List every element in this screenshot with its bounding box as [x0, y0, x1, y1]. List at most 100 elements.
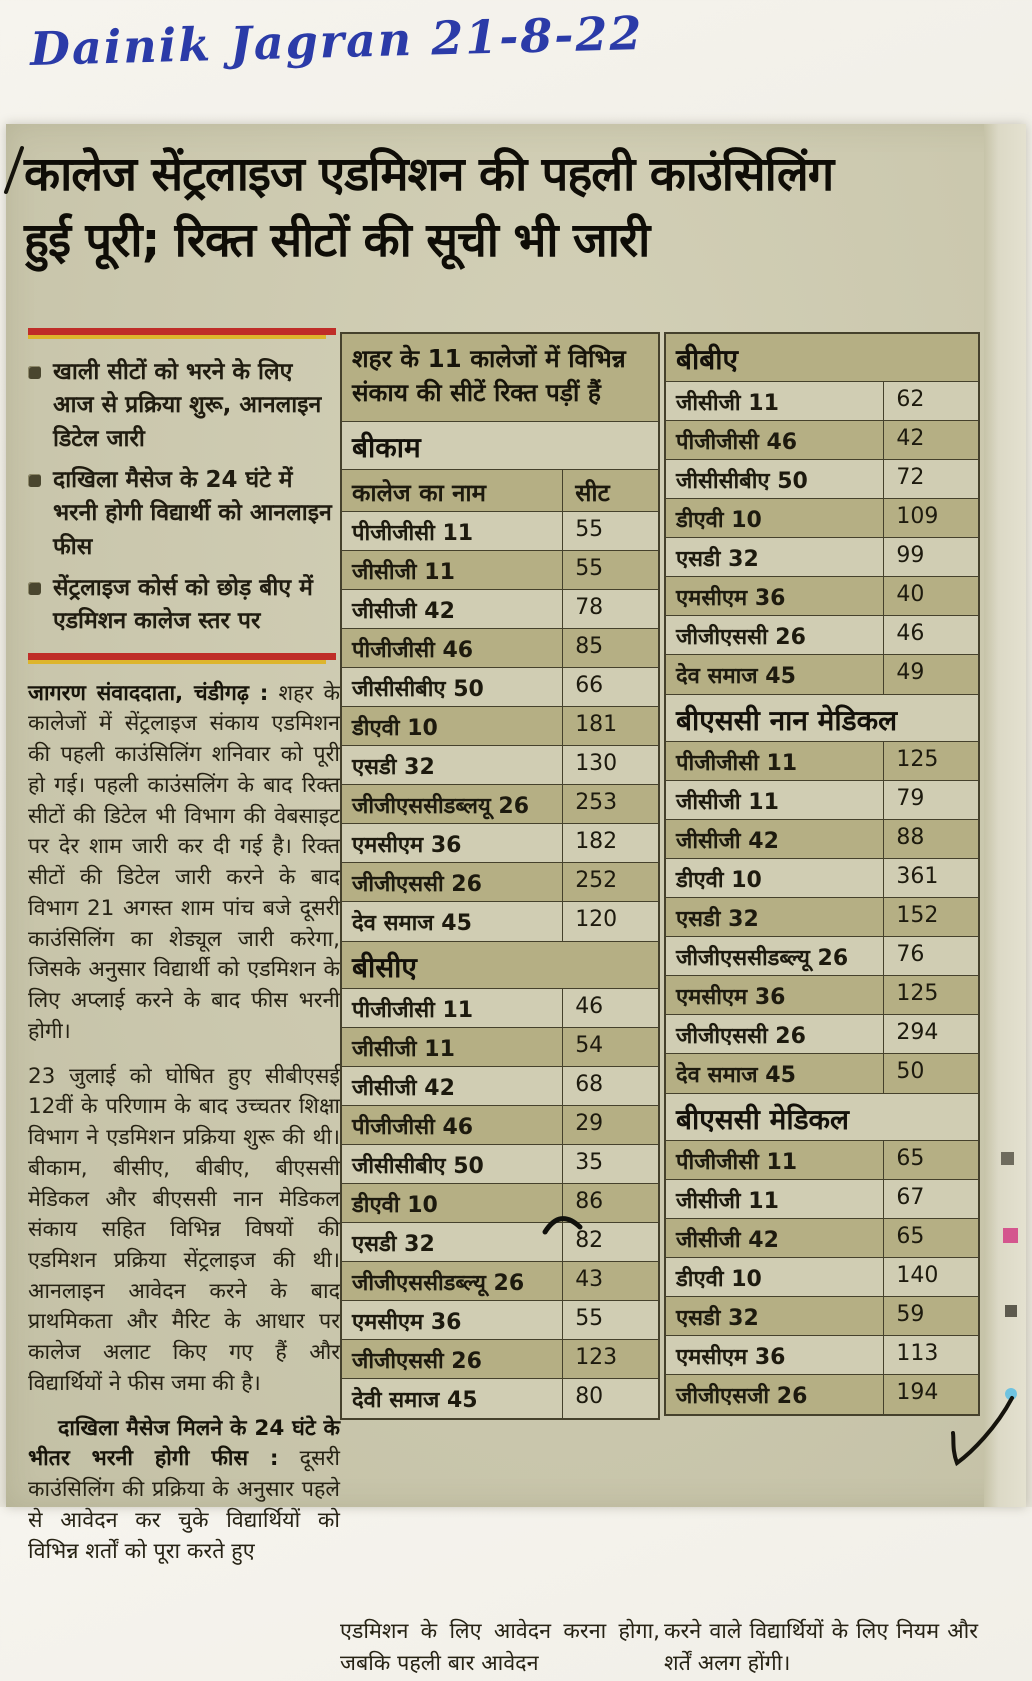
seat-count: 55: [575, 1305, 604, 1331]
headline-line-1: कालेज सेंट्रलाइज एडमिशन की पहली काउंसिलि…: [24, 147, 834, 202]
college-name: पीजीजीसी 11: [342, 511, 564, 550]
seat-count: 252: [575, 867, 618, 893]
seat-count: 85: [575, 633, 604, 659]
college-name: जीजीएससी 26: [342, 1339, 564, 1378]
table-row: जीसीसीबीए 50 35: [342, 1144, 658, 1184]
continuation-text-left: एडमिशन के लिए आवेदन करना होगा, जबकि पहली…: [340, 1619, 660, 1677]
college-name: जीसीजी 11: [666, 382, 885, 420]
seat-count: 68: [575, 1071, 604, 1097]
table-row: जीसीजी 11 55: [342, 550, 658, 590]
seat-count: 79: [896, 786, 925, 811]
seat-count: 65: [896, 1224, 925, 1249]
college-name: डीएवी 10: [666, 499, 885, 537]
college-name: पीजीजीसी 11: [666, 742, 885, 780]
seat-count: 140: [896, 1263, 939, 1288]
college-name: जीसीजी 42: [666, 820, 885, 858]
college-name: जीसीसीबीए 50: [342, 667, 564, 706]
table-row: पीजीजीसी 11 65: [666, 1141, 978, 1180]
seat-count: 76: [896, 942, 925, 967]
seat-count: 125: [896, 747, 939, 772]
seat-count: 182: [575, 828, 618, 854]
table-row: जीसीजी 42 78: [342, 589, 658, 629]
newspaper-clipping: कालेज सेंट्रलाइज एडमिशन की पहली काउंसिलि…: [6, 124, 1026, 1676]
seat-count: 123: [575, 1344, 618, 1370]
table-row: जीसीजी 11 54: [342, 1027, 658, 1067]
college-name: एमसीएम 36: [666, 1336, 885, 1374]
article-paragraph-3: दाखिला मैसेज मिलने के 24 घंटे के भीतर भर…: [28, 1415, 340, 1564]
seat-count: 42: [896, 426, 925, 451]
college-name: जीसीजी 11: [342, 1027, 564, 1066]
seat-count: 65: [896, 1146, 925, 1171]
bsc-non-medical-rows: पीजीजीसी 11 125 जीसीजी 11 79 जीसीजी 42 88 डीएव…: [666, 742, 978, 1093]
registration-mark-pink: [1003, 1228, 1018, 1243]
table-row: डीएवी 10 361: [666, 859, 978, 898]
table-row: जीसीजी 42 65: [666, 1219, 978, 1258]
college-name: जीजीएससी 26: [342, 862, 564, 901]
seat-count: 125: [896, 981, 939, 1006]
bullet-icon: [28, 474, 41, 488]
college-name: पीजीजीसी 46: [342, 628, 564, 667]
column-header-college: कालेज का नाम: [342, 469, 564, 511]
seats-table-left: शहर के 11 कालेजों में विभिन्न संकाय की स…: [340, 332, 660, 1676]
registration-mark-cyan: [1005, 1388, 1017, 1400]
vacant-seats-table: शहर के 11 कालेजों में विभिन्न संकाय की स…: [340, 332, 660, 1420]
bcom-rows: पीजीजीसी 11 55 जीसीजी 11 55 जीसीजी 42 78 पीजीज…: [342, 511, 658, 941]
seat-count: 49: [896, 660, 925, 685]
college-name: एमसीएम 36: [342, 1300, 564, 1339]
college-name: जीसीजी 42: [342, 589, 564, 628]
college-name: डीएवी 10: [342, 1183, 564, 1222]
seat-count: 88: [896, 825, 925, 850]
seat-count: 130: [575, 750, 618, 776]
college-name: पीजीजीसी 46: [342, 1105, 564, 1144]
college-name: जीजीएससी 26: [666, 1015, 885, 1053]
table-row: एमसीएम 36 113: [666, 1336, 978, 1375]
table-row: एसडी 32 99: [666, 538, 978, 577]
bullet-text: खाली सीटों को भरने के लिए आज से प्रक्रिय…: [53, 359, 322, 452]
college-name: देव समाज 45: [666, 1054, 885, 1093]
bullet-item: खाली सीटों को भरने के लिए आज से प्रक्रिय…: [28, 356, 340, 456]
section-title-bsc-medical: बीएससी मेडिकल: [666, 1093, 978, 1141]
table-row: जीसीसीबीए 50 66: [342, 667, 658, 707]
seats-table-right: बीबीए जीसीजी 11 62 पीजीजीसी 46 42 जीसीसीबीए …: [664, 332, 980, 1676]
section-title-bcom: बीकाम: [342, 421, 658, 470]
section-title-bsc-non-medical: बीएससी नान मेडिकल: [666, 694, 978, 742]
seat-count: 253: [575, 789, 618, 815]
college-name: जीजीएससी 26: [666, 616, 885, 654]
table-row: जीसीजी 11 62: [666, 382, 978, 421]
seat-count: 55: [575, 555, 604, 581]
college-name: जीसीजी 42: [342, 1066, 564, 1105]
seat-count: 55: [575, 516, 604, 542]
college-name: देव समाज 45: [342, 901, 564, 941]
seat-count: 86: [575, 1188, 604, 1214]
college-name: देव समाज 45: [666, 655, 885, 694]
table-row: एसडी 32 130: [342, 745, 658, 785]
college-name: डीएवी 10: [666, 859, 885, 897]
seat-count: 113: [896, 1341, 939, 1366]
college-name: जीसीजी 11: [666, 781, 885, 819]
registration-mark-dark: [1005, 1305, 1017, 1317]
table-row: जीजीएसजी 26 194: [666, 1375, 978, 1414]
table-row: पीजीजीसी 11 55: [342, 511, 658, 551]
seat-count: 35: [575, 1149, 604, 1175]
table-row: देवी समाज 45 80: [342, 1378, 658, 1418]
table-row: एसडी 32 59: [666, 1297, 978, 1336]
seat-count: 109: [896, 504, 939, 529]
table-row: एमसीएम 36 40: [666, 577, 978, 616]
separator-rule-bottom: [28, 652, 336, 665]
college-name: जीजीएससीडब्लयू 26: [342, 784, 564, 823]
college-name: एसडी 32: [342, 745, 564, 784]
table-row: जीसीजी 42 88: [666, 820, 978, 859]
table-row: जीजीएससी 26 123: [342, 1339, 658, 1379]
article-paragraph-2: 23 जुलाई को घोषित हुए सीबीएसई 12वीं के प…: [28, 1063, 340, 1396]
table-row: पीजीजीसी 11 46: [342, 988, 658, 1028]
table-row: देव समाज 45 120: [342, 901, 658, 941]
table-row: जीजीएससी 26 252: [342, 862, 658, 902]
college-name: जीसीजी 11: [342, 550, 564, 589]
bullet-item: दाखिला मैसेज के 24 घंटे में भरनी होगी वि…: [28, 464, 340, 564]
byline: जागरण संवाददाता, चंडीगढ़ :: [28, 680, 269, 706]
column-header-seat: सीट: [575, 478, 610, 507]
seat-count: 78: [575, 594, 604, 620]
college-name: जीजीएससीडब्ल्यू 26: [666, 937, 885, 975]
highlight-bullets: खाली सीटों को भरने के लिए आज से प्रक्रिय…: [28, 356, 340, 639]
table-row: पीजीजीसी 46 42: [666, 421, 978, 460]
